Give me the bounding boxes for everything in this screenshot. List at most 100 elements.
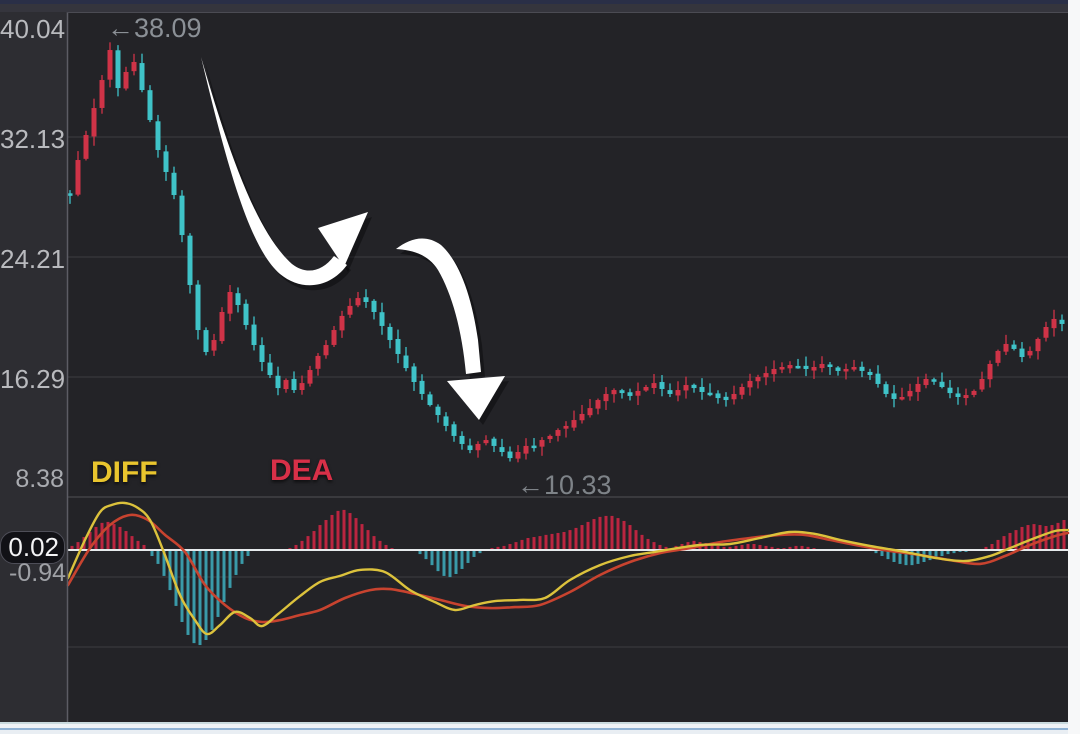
macd-histogram-bar (634, 530, 638, 550)
arrow-shadow (400, 243, 485, 379)
macd-zero-value-badge: 0.02 (0, 531, 65, 564)
candle-body (619, 390, 625, 394)
macd-histogram-bar (526, 538, 530, 550)
candle-body (427, 394, 433, 406)
candle-body (211, 340, 217, 351)
candle-body (539, 440, 545, 447)
macd-histogram-bar (366, 530, 370, 550)
macd-histogram-bar (150, 550, 154, 556)
macd-histogram-bar (1008, 532, 1012, 550)
macd-histogram-bar (312, 531, 316, 550)
window-top-strip (0, 4, 1068, 12)
macd-histogram-bar (514, 542, 518, 550)
macd-histogram-bar (758, 544, 762, 550)
macd-histogram-bar (764, 545, 768, 550)
macd-histogram-bar (604, 515, 608, 550)
candle-body (67, 193, 73, 196)
macd-histogram-bar (658, 544, 662, 550)
candle-body (467, 445, 473, 451)
candle-body (379, 312, 385, 326)
candle-body (563, 425, 569, 429)
macd-histogram-bar (800, 545, 804, 550)
window-top-edge (0, 0, 1068, 4)
candle-body (331, 330, 337, 345)
candle-body (579, 413, 585, 421)
macd-histogram-bar (520, 539, 524, 550)
candle-body (1035, 338, 1041, 352)
candle-body (531, 445, 537, 449)
candle-body (739, 387, 745, 395)
candle-body (187, 235, 193, 286)
candle-body (323, 345, 329, 356)
macd-histogram-bar (996, 539, 1000, 550)
candle-body (771, 368, 777, 375)
macd-histogram-bar (1032, 524, 1036, 550)
candle-body (235, 293, 241, 306)
macd-histogram-bar (192, 550, 196, 644)
candle-body (91, 108, 97, 137)
macd-histogram-bar (354, 518, 358, 550)
macd-histogram-bar (990, 544, 994, 550)
candle-body (99, 80, 105, 108)
candle-body (299, 383, 305, 390)
macd-histogram-bar (598, 516, 602, 550)
candle-body (731, 393, 737, 400)
macd-histogram-bar (1020, 526, 1024, 550)
candle-body (195, 284, 201, 331)
macd-histogram-bar (646, 538, 650, 550)
candle-body (523, 445, 529, 454)
macd-histogram-bar (70, 545, 74, 550)
candle-body (179, 195, 185, 236)
macd-histogram-bar (622, 520, 626, 550)
candle-body (571, 420, 577, 428)
high-price-marker: ←38.09 (107, 13, 202, 43)
macd-histogram-bar (378, 540, 382, 550)
macd-histogram-bar (562, 532, 566, 550)
candle-body (419, 380, 425, 394)
macd-histogram-bar (628, 525, 632, 550)
dea-line (66, 513, 1070, 624)
macd-histogram-bar (746, 544, 750, 550)
candle-body (555, 430, 561, 436)
candle-body (795, 365, 801, 369)
candle-body (851, 366, 857, 370)
macd-histogram-bar (640, 534, 644, 550)
candle-body (627, 392, 633, 396)
macd-histogram-bar (430, 550, 434, 566)
macd-histogram-bar (574, 527, 578, 550)
macd-histogram-bar (174, 550, 178, 606)
macd-histogram-bar (728, 546, 732, 550)
candle-body (979, 378, 985, 390)
macd-histogram-bar (106, 521, 110, 550)
macd-histogram-bar (454, 550, 458, 574)
candle-body (547, 435, 553, 440)
macd-histogram-bar (716, 545, 720, 550)
macd-histogram-bar (300, 540, 304, 550)
macd-histogram-bar (306, 536, 310, 550)
candle-body (139, 63, 145, 91)
candle-body (451, 424, 457, 436)
candle-body (259, 345, 265, 362)
candle-body (507, 451, 513, 459)
macd-histogram-bar (952, 550, 956, 554)
macd-histogram-bar (710, 544, 714, 550)
candle-body (643, 387, 649, 391)
macd-histogram-bar (360, 524, 364, 550)
macd-histogram-bar (940, 550, 944, 556)
macd-histogram-bar (198, 550, 202, 646)
candle-body (243, 303, 249, 326)
macd-histogram-bar (794, 545, 798, 550)
candle-body (355, 298, 361, 306)
candle-body (667, 390, 673, 394)
candle-body (1059, 319, 1065, 324)
candle-body (675, 390, 681, 396)
macd-histogram-bar (240, 550, 244, 564)
macd-histogram-bar (124, 531, 128, 550)
candle-body (115, 50, 121, 89)
candle-body (883, 384, 889, 394)
swoosh-rebound-arrow-icon (201, 57, 347, 286)
macd-histogram-bar (928, 550, 932, 561)
candle-body (347, 305, 353, 315)
